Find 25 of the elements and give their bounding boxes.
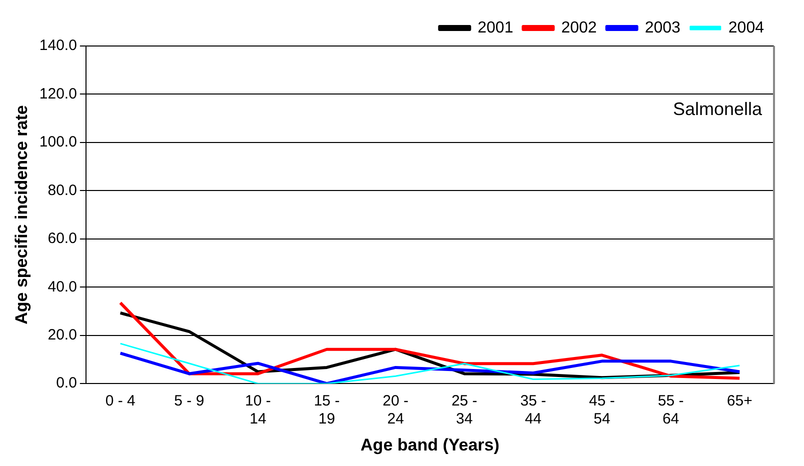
- y-tick-label: 0.0: [56, 374, 77, 392]
- y-tick-label: 140.0: [39, 37, 77, 54]
- legend-label: 2004: [728, 19, 764, 36]
- x-tick-label: 20 - 24: [382, 392, 408, 428]
- x-tick-label: 5 - 9: [174, 392, 204, 410]
- y-tick-label: 40.0: [48, 278, 77, 296]
- x-tick-label: 10 - 14: [245, 392, 271, 428]
- x-tick-label: 35 - 44: [520, 392, 546, 428]
- annotation: Salmonella: [672, 98, 763, 119]
- x-tick-label: 15 - 19: [314, 392, 340, 428]
- y-tick-label: 60.0: [48, 230, 77, 248]
- y-tick-label: 100.0: [39, 134, 77, 151]
- legend-label: 2003: [644, 19, 681, 36]
- x-axis-title: Age band (Years): [360, 435, 500, 454]
- x-tick-label: 45 - 54: [589, 392, 615, 428]
- y-tick-label: 80.0: [48, 182, 77, 199]
- legend-label: 2002: [561, 19, 597, 36]
- x-tick-label: 65+: [726, 392, 753, 410]
- y-axis-title: Age specific incidence rate: [12, 105, 31, 324]
- x-tick-label: 55 - 64: [658, 392, 684, 428]
- y-tick-label: 20.0: [48, 326, 77, 344]
- x-tick-label: 0 - 4: [105, 392, 136, 410]
- y-tick-label: 120.0: [39, 85, 77, 102]
- legend-label: 2001: [478, 19, 514, 36]
- x-tick-label: 25 - 34: [451, 392, 478, 428]
